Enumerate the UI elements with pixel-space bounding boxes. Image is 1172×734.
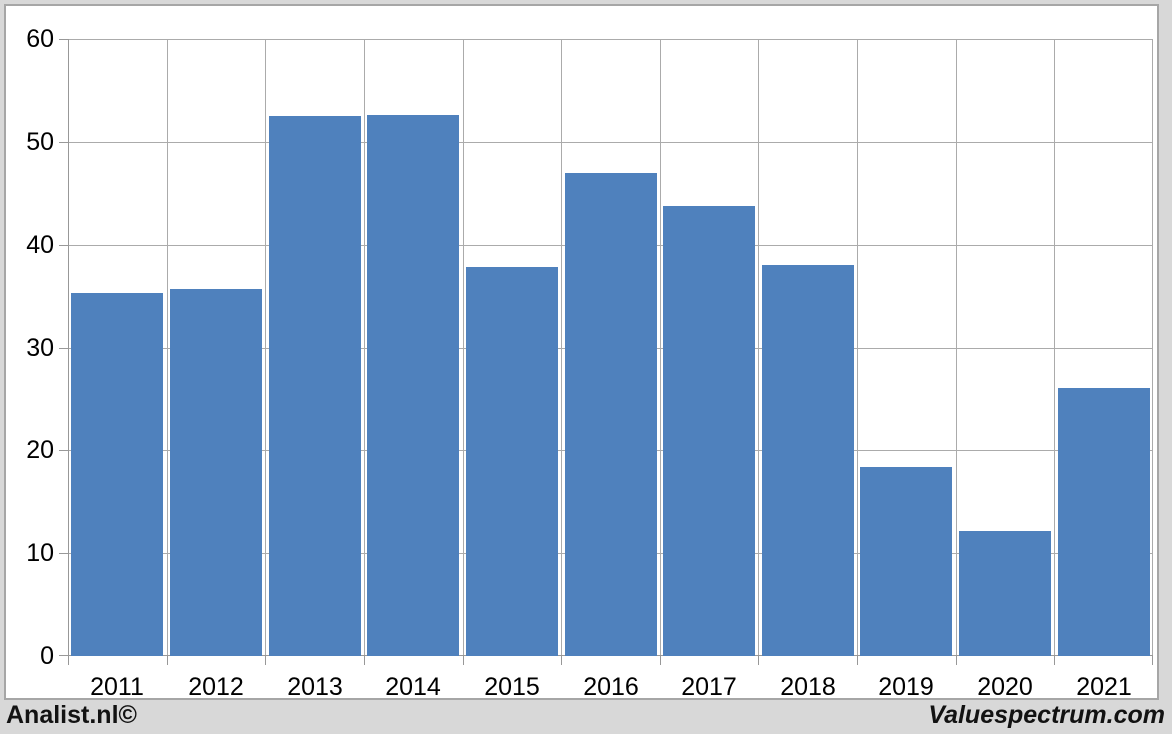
x-axis-category-label: 2017 [681,673,737,701]
bar-2018 [762,265,854,656]
bar-2012 [170,289,262,656]
x-axis-tick [265,656,266,665]
x-axis-tick [857,656,858,665]
x-axis-tick [463,656,464,665]
vertical-gridline [561,39,562,656]
vertical-gridline [265,39,266,656]
plot-area: 0 10 20 30 40 50 60 2011 2012 2013 2014 2015 2016 201… [26,26,1153,701]
bar-2021 [1058,388,1150,656]
y-axis-tick-label: 20 [26,436,54,464]
y-axis-tick-label: 40 [26,231,54,259]
vertical-gridline [1054,39,1055,656]
x-axis-tick [561,656,562,665]
bar-2020 [959,531,1051,656]
horizontal-gridline [68,39,1153,40]
bar-2011 [71,293,163,656]
y-axis-line [68,39,69,656]
y-axis-tick [59,142,68,143]
y-axis-tick-label: 50 [26,128,54,156]
bar-2017 [663,206,755,656]
bar-2013 [269,116,361,656]
x-axis-category-label: 2011 [90,673,144,701]
x-axis-category-label: 2013 [287,673,343,701]
x-axis-category-label: 2014 [385,673,441,701]
y-axis-tick-label: 0 [40,642,54,670]
horizontal-gridline [68,142,1153,143]
vertical-gridline [463,39,464,656]
x-axis-tick [1054,656,1055,665]
x-axis-category-label: 2015 [484,673,540,701]
x-axis-category-label: 2020 [977,673,1033,701]
x-axis-category-label: 2019 [878,673,934,701]
vertical-gridline [758,39,759,656]
y-axis-tick [59,39,68,40]
x-axis-category-label: 2021 [1076,673,1132,701]
vertical-gridline [364,39,365,656]
x-axis-category-label: 2018 [780,673,836,701]
y-axis-tick [59,348,68,349]
x-axis-tick [956,656,957,665]
x-axis-category-label: 2016 [583,673,639,701]
x-axis-tick [68,656,69,665]
x-axis-tick [660,656,661,665]
y-axis-tick [59,245,68,246]
x-axis-tick [364,656,365,665]
y-axis-tick [59,655,68,656]
bar-2015 [466,267,558,656]
x-axis-tick [1152,656,1153,665]
y-axis-tick [59,553,68,554]
y-axis-tick-label: 30 [26,334,54,362]
vertical-gridline [956,39,957,656]
x-axis-tick [167,656,168,665]
y-axis-tick-label: 60 [26,25,54,53]
vertical-gridline [660,39,661,656]
y-axis-tick [59,450,68,451]
y-axis-tick-label: 10 [26,539,54,567]
vertical-gridline [167,39,168,656]
source-credit-right: Valuespectrum.com [928,701,1165,729]
source-credit-left: Analist.nl© [6,701,137,729]
bar-2019 [860,467,952,656]
x-axis-category-label: 2012 [188,673,244,701]
bar-2016 [565,173,657,656]
chart-panel: 0 10 20 30 40 50 60 2011 2012 2013 2014 2015 2016 201… [4,4,1159,701]
footer-credits-bar: Analist.nl© Valuespectrum.com [0,700,1172,734]
x-axis-tick [758,656,759,665]
bar-2014 [367,115,459,656]
vertical-gridline [1152,39,1153,656]
vertical-gridline [857,39,858,656]
